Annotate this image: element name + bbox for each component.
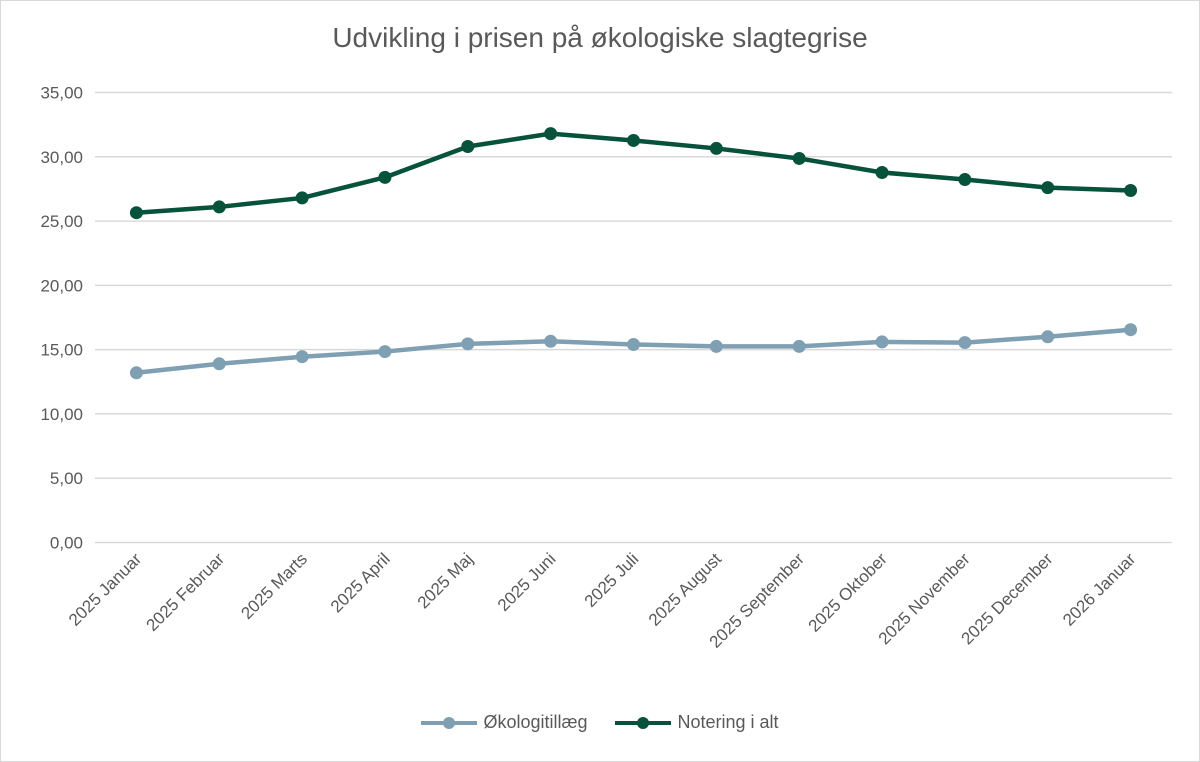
data-point xyxy=(958,173,972,187)
y-tick-label: 15,00 xyxy=(40,341,83,360)
y-tick-label: 10,00 xyxy=(40,405,83,424)
data-point xyxy=(129,206,143,220)
data-point xyxy=(1041,330,1055,344)
data-point xyxy=(129,366,143,380)
x-tick-label: 2025 Oktober xyxy=(805,549,892,636)
legend: Økologitillæg Notering i alt xyxy=(0,712,1200,733)
legend-marker-icon xyxy=(421,716,478,729)
chart-title: Udvikling i prisen på økologiske slagteg… xyxy=(332,22,868,53)
data-point xyxy=(378,170,392,184)
data-point xyxy=(544,127,558,141)
data-point xyxy=(875,335,889,349)
x-tick-label: 2025 Februar xyxy=(142,549,228,635)
data-point xyxy=(295,350,309,364)
x-tick-label: 2025 Maj xyxy=(414,549,477,612)
data-point xyxy=(295,191,309,205)
x-tick-label: 2026 Januar xyxy=(1059,549,1140,630)
data-point xyxy=(461,337,475,351)
y-tick-label: 30,00 xyxy=(40,148,83,167)
x-tick-label: 2025 Januar xyxy=(65,549,146,630)
x-tick-label: 2025 Marts xyxy=(237,549,311,623)
data-point xyxy=(792,151,806,165)
y-tick-label: 20,00 xyxy=(40,276,83,295)
x-tick-label: 2025 Juli xyxy=(581,549,643,611)
x-tick-label: 2025 Juni xyxy=(494,549,560,615)
series-line-0 xyxy=(136,327,1131,376)
legend-label: Økologitillæg xyxy=(483,712,588,732)
data-point xyxy=(875,165,889,179)
data-point xyxy=(627,133,640,147)
y-tick-label: 0,00 xyxy=(50,534,83,553)
data-point xyxy=(212,200,226,214)
data-point xyxy=(212,357,226,371)
data-point xyxy=(958,336,972,350)
data-point xyxy=(1124,183,1138,197)
y-tick-label: 35,00 xyxy=(40,84,83,103)
x-tick-label: 2025 April xyxy=(327,549,394,616)
y-tick-label: 25,00 xyxy=(40,212,83,231)
data-point xyxy=(709,339,723,353)
data-point xyxy=(1041,181,1055,195)
data-point xyxy=(709,141,723,155)
x-tick-label: 2025 August xyxy=(645,549,725,629)
data-point xyxy=(544,334,558,348)
legend-item: Notering i alt xyxy=(615,712,779,733)
y-tick-label: 5,00 xyxy=(50,469,83,488)
data-point xyxy=(378,345,392,359)
legend-item: Økologitillæg xyxy=(421,712,587,733)
data-point xyxy=(627,338,640,351)
data-point xyxy=(461,140,475,153)
legend-marker-icon xyxy=(615,716,672,729)
legend-label: Notering i alt xyxy=(677,712,779,732)
data-point xyxy=(792,339,806,353)
data-point xyxy=(1124,323,1138,337)
